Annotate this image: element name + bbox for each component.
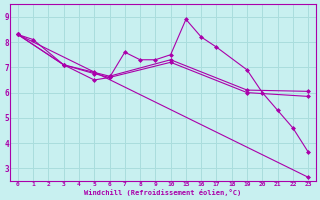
X-axis label: Windchill (Refroidissement éolien,°C): Windchill (Refroidissement éolien,°C) (84, 189, 242, 196)
